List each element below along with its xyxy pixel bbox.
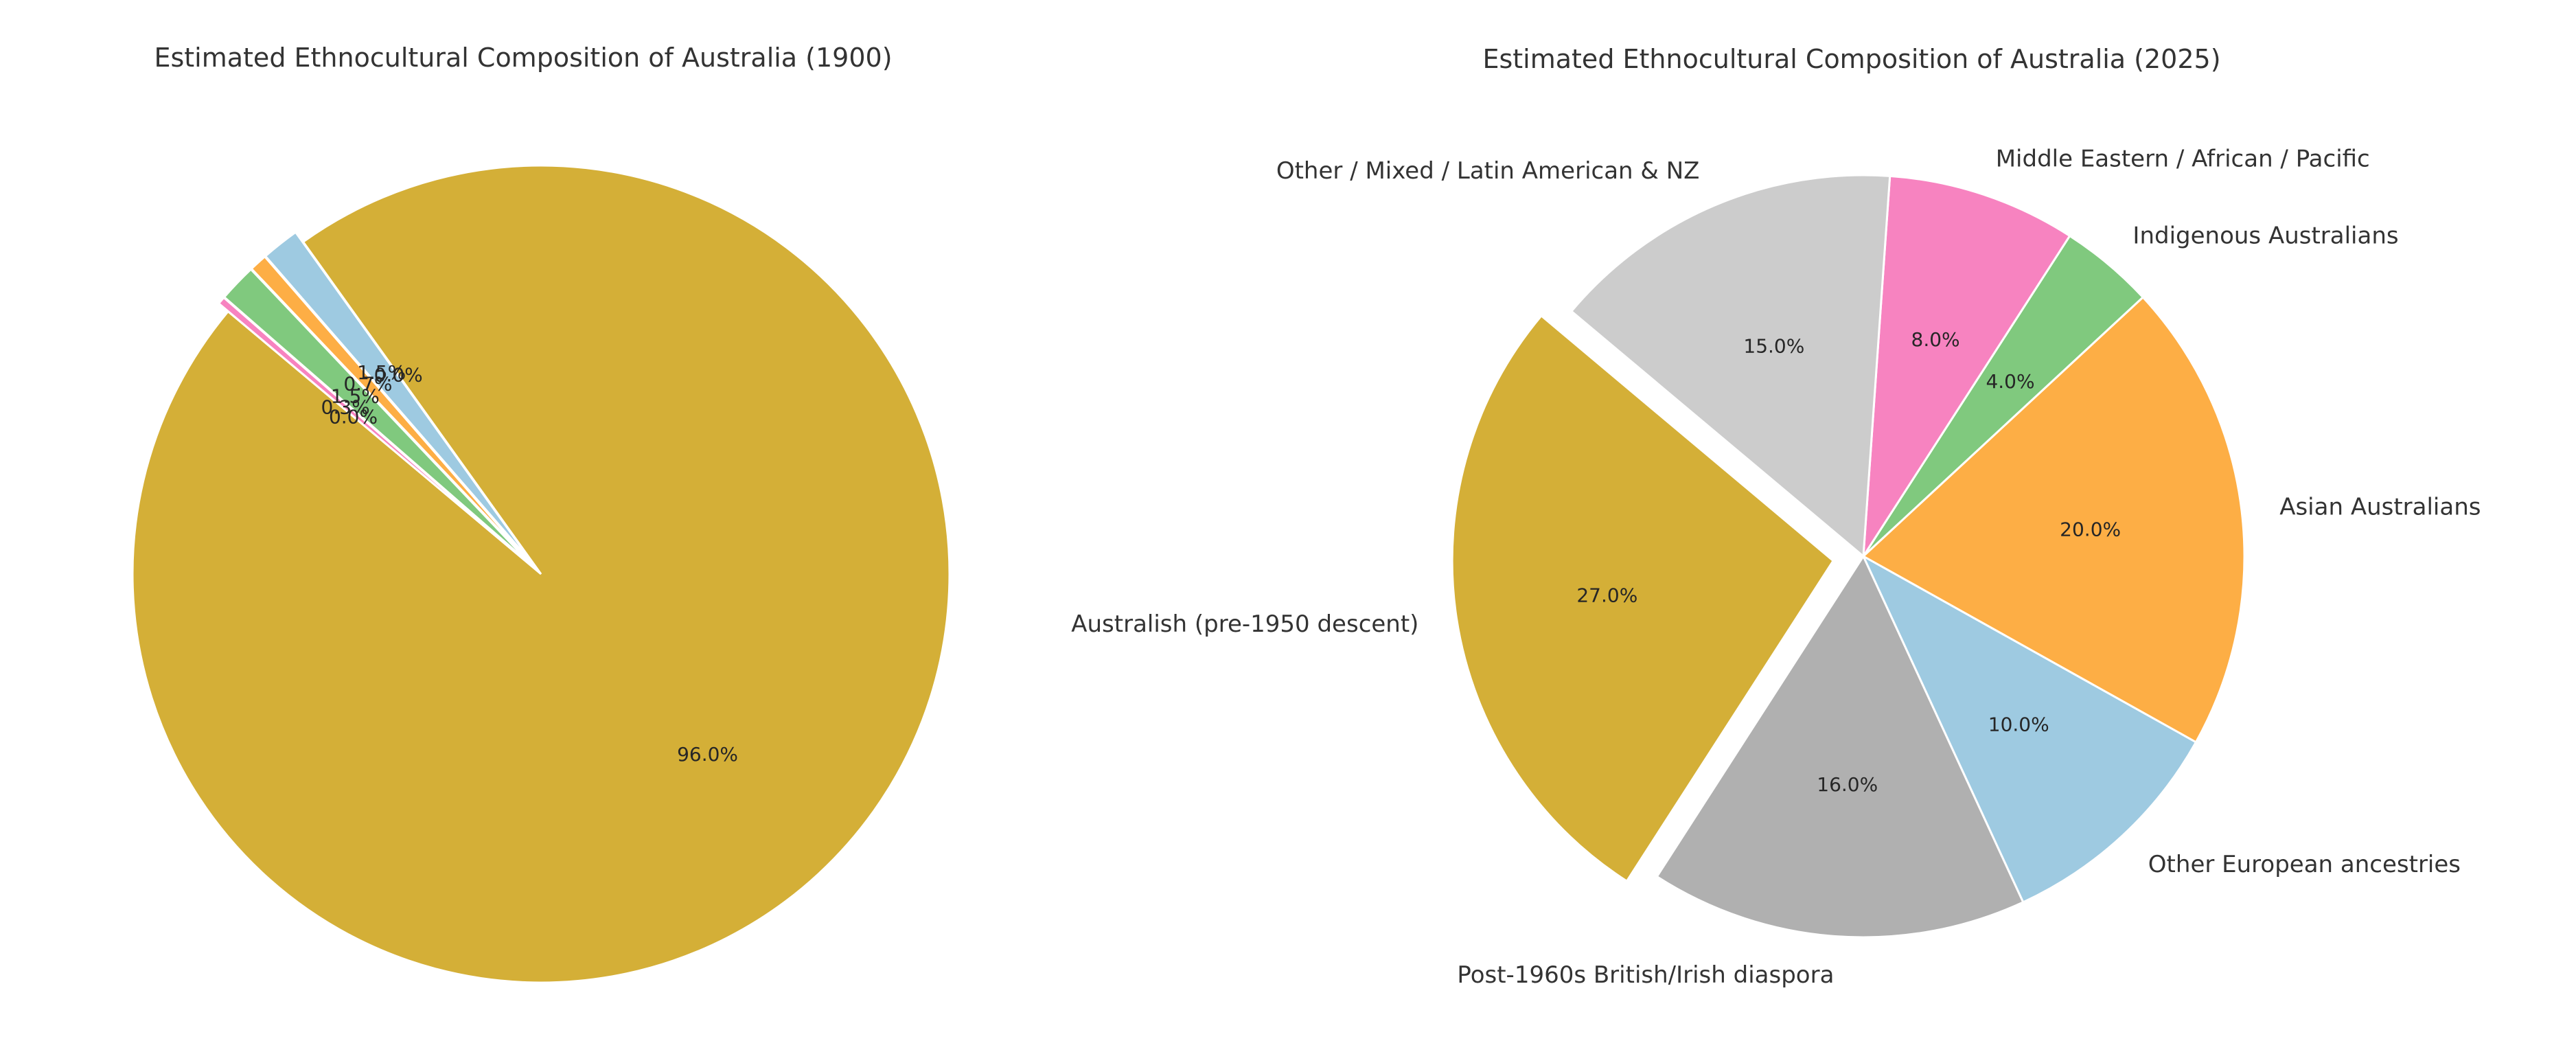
wedge-middle-eastern-african-pacific [217,296,533,567]
chart-title-2025: Estimated Ethnocultural Composition of A… [1482,44,2220,74]
slice-label-australish-pre-1950-descent: Australish (pre-1950 descent) [1071,610,1418,638]
pct-label-indigenous-australians: 1.5% [331,385,380,408]
pct-label-other-european-ancestries: 1.5% [357,361,406,384]
wedges-1900 [131,164,951,984]
wedge-other-mixed-latin-american-nz [1569,174,1891,559]
pct-label-australish-pre-1950-descent: 27.0% [1576,584,1637,606]
wedge-asian-australians [1861,295,2246,744]
wedge-australish-pre-1950-descent [131,164,951,984]
pct-label-post-1960s-british-irish-diaspora: 0.0% [374,364,423,387]
labels-1900: 96.0%0.0%1.5%0.7%1.5%0.3%0.0% [321,361,738,766]
slice-label-indigenous-australians: Indigenous Australians [2132,222,2398,249]
pct-label-post-1960s-british-irish-diaspora: 16.0% [1817,773,1878,796]
wedge-australish-pre-1950-descent [1451,314,1835,883]
pct-label-middle-eastern-african-pacific: 8.0% [1911,328,1960,351]
slice-label-asian-australians: Asian Australians [2279,494,2481,521]
pct-label-other-mixed-latin-american-nz: 15.0% [1743,334,1804,357]
wedges-2025 [1451,174,2246,939]
pct-label-other-mixed-latin-american-nz: 0.0% [329,406,378,428]
pct-label-asian-australians: 20.0% [2060,518,2121,541]
pct-label-australish-pre-1950-descent: 96.0% [677,743,738,766]
chart-title-1900: Estimated Ethnocultural Composition of A… [154,43,892,73]
labels-2025: 27.0% Australish (pre-1950 descent) 16.0% P… [1071,146,2481,989]
pct-label-middle-eastern-african-pacific: 0.3% [321,396,370,418]
wedge-other-european-ancestries [1861,553,2198,904]
wedge-middle-eastern-african-pacific [1862,174,2071,557]
slice-label-other-european-ancestries: Other European ancestries [2148,851,2461,878]
pct-label-asian-australians: 0.7% [343,373,392,396]
pie-chart-2025: Estimated Ethnocultural Composition of A… [1071,44,2481,989]
pie-chart-1900: Estimated Ethnocultural Composition of A… [131,43,951,984]
slice-label-post-1960s-british-irish-diaspora: Post-1960s British/Irish diaspora [1457,961,1834,989]
pct-label-other-european-ancestries: 10.0% [1988,713,2049,735]
slice-label-other-mixed-latin-american-nz: Other / Mixed / Latin American & NZ [1276,157,1700,185]
wedge-post-1960s-british-irish-diaspora [1655,553,2025,939]
slice-label-middle-eastern-african-pacific: Middle Eastern / African / Pacific [1996,146,2370,173]
pct-label-indigenous-australians: 4.0% [1986,370,2034,393]
